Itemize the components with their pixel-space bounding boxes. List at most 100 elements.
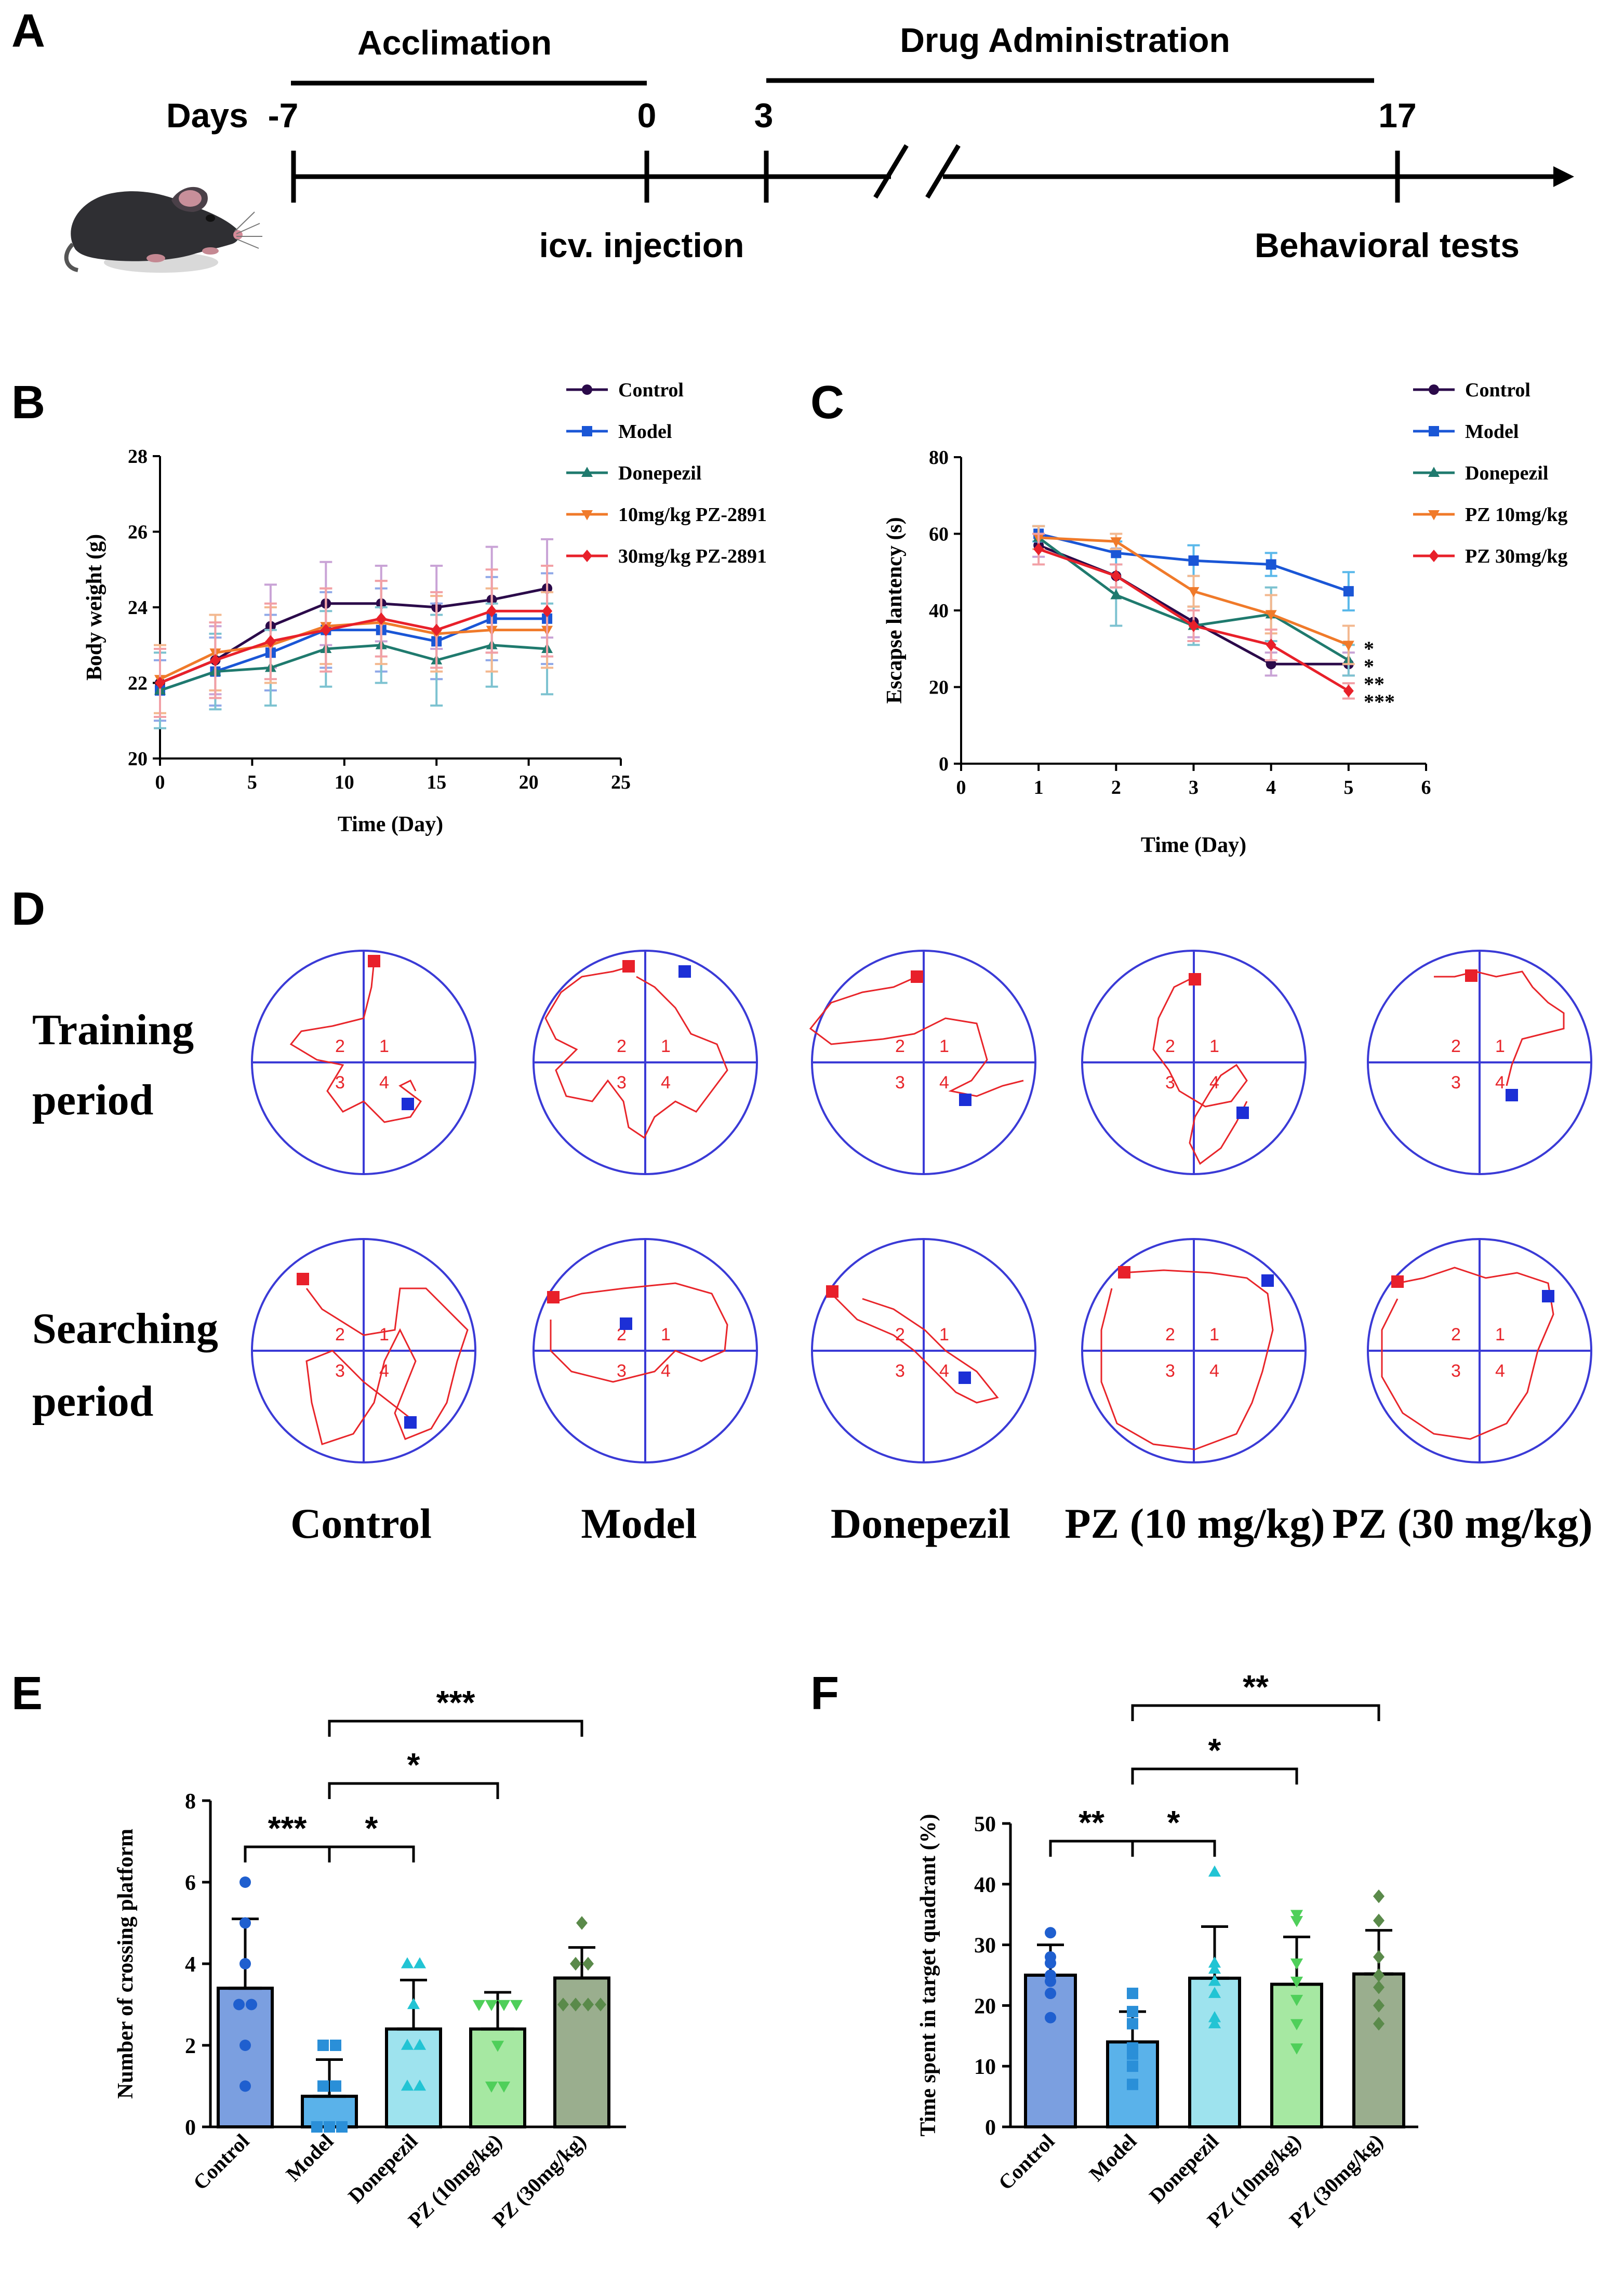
chart-e-crossing-platform: 0 2 4 6 8 Number of crossing platform Control M… — [114, 1684, 626, 2232]
start-marker — [1118, 1266, 1130, 1279]
panel-d-letter: D — [11, 883, 45, 935]
data-point — [1290, 2019, 1303, 2031]
start-marker — [1189, 973, 1201, 986]
data-point — [407, 1998, 420, 2009]
data-point — [233, 1999, 245, 2011]
acclimation-label: Acclimation — [357, 23, 552, 62]
quadrant-label: 3 — [895, 1361, 905, 1381]
y-axis-label: Number of crossing platform — [114, 1829, 138, 2099]
bar-group-1 — [301, 2040, 358, 2133]
data-point — [491, 2041, 504, 2052]
quadrant-label: 1 — [1495, 1036, 1505, 1056]
x-tick-label: 6 — [1421, 777, 1431, 798]
significance-bracket — [1131, 1767, 1298, 1785]
legend-label: Control — [1465, 379, 1530, 401]
data-point — [155, 676, 165, 689]
significance-bracket — [328, 1720, 583, 1737]
legend-label: PZ 30mg/kg — [1465, 545, 1567, 567]
panel-f: F 0 10 20 30 40 50 Time spent in target quadra… — [810, 1668, 1418, 2232]
bar-group-0 — [217, 1876, 274, 2129]
data-point — [1045, 1957, 1056, 1969]
data-point — [595, 1998, 606, 2012]
data-point — [1045, 2012, 1056, 2023]
category-label: Donepezil — [343, 2129, 422, 2208]
data-point — [1265, 610, 1277, 620]
data-point — [401, 1957, 414, 1968]
panel-c: C 0 20 40 60 80 0 1 2 3 4 5 6 Time (Day) Escapse lant… — [810, 377, 1567, 857]
quadrant-label: 4 — [939, 1073, 949, 1093]
data-point — [472, 2000, 486, 2012]
quadrant-label: 4 — [1495, 1073, 1505, 1093]
data-point — [1373, 1889, 1385, 1903]
data-point — [330, 2080, 341, 2092]
y-tick-label: 40 — [974, 1873, 996, 1897]
data-point — [336, 2121, 348, 2133]
x-tick-label: 5 — [247, 771, 257, 793]
quadrant-label: 3 — [1165, 1073, 1175, 1093]
platform-marker — [1542, 1290, 1554, 1302]
quadrant-label: 4 — [939, 1361, 949, 1381]
series-line — [159, 587, 548, 684]
data-point — [570, 1998, 581, 2012]
series-line — [159, 644, 548, 692]
y-tick-label: 20 — [929, 677, 949, 699]
data-point — [1208, 1962, 1221, 1974]
start-marker — [547, 1291, 560, 1303]
significance-mark: ** — [1243, 1668, 1269, 1706]
data-point — [1373, 1913, 1385, 1928]
legend-marker — [1428, 510, 1440, 521]
data-point — [1266, 638, 1276, 651]
platform-marker — [959, 1372, 971, 1384]
quadrant-label: 4 — [661, 1361, 671, 1381]
quadrant-label: 1 — [1209, 1325, 1219, 1344]
x-tick-label: 20 — [519, 771, 539, 793]
significance-mark: *** — [268, 1809, 307, 1847]
data-point — [330, 2040, 341, 2051]
panel-b-letter: B — [11, 377, 45, 429]
x-tick-label: 15 — [427, 771, 446, 793]
significance-mark: * — [1208, 1732, 1221, 1769]
data-point — [1290, 1916, 1303, 1927]
data-point — [1290, 1958, 1303, 1970]
quadrant-label: 4 — [379, 1073, 389, 1093]
significance-bracket — [1131, 1840, 1216, 1857]
x-axis-label: Time (Day) — [1141, 833, 1246, 857]
quadrant-label: 4 — [379, 1361, 389, 1381]
x-tick-label: 4 — [1266, 777, 1276, 798]
significance-bracket — [1131, 1704, 1380, 1721]
y-tick-label: 28 — [128, 446, 148, 468]
data-point — [1188, 619, 1199, 632]
significance-mark: * — [365, 1809, 378, 1847]
legend-label: Donepezil — [1465, 462, 1548, 484]
swim-track — [550, 1282, 728, 1383]
series-line — [159, 617, 548, 692]
training-label-line1: Training — [32, 1006, 194, 1054]
group-label-pz10: PZ (10 mg/kg) — [1064, 1500, 1325, 1547]
x-tick-label: 3 — [1189, 777, 1199, 798]
data-point — [1266, 659, 1276, 670]
data-point — [582, 1956, 594, 1971]
data-point — [239, 2080, 251, 2092]
data-point — [317, 2040, 329, 2051]
behavioral-tests-label: Behavioral tests — [1255, 226, 1520, 264]
data-point — [1208, 1987, 1221, 1998]
y-tick-label: 30 — [974, 1934, 996, 1958]
platform-marker — [404, 1416, 417, 1429]
panel-e-letter: E — [11, 1668, 43, 1720]
data-point — [1208, 2017, 1221, 2029]
day-tick-0: 0 — [637, 96, 657, 135]
quadrant-label: 1 — [939, 1036, 949, 1056]
training-maze-0: 1 2 3 4 — [251, 950, 476, 1175]
data-point — [570, 1956, 581, 1971]
data-point — [1110, 537, 1122, 548]
data-point — [1208, 1865, 1221, 1877]
timeline-arrow-icon — [1553, 166, 1574, 187]
data-point — [413, 2039, 427, 2050]
category-label: Control — [994, 2129, 1059, 2195]
data-point — [1208, 1975, 1221, 1986]
data-point — [497, 2000, 511, 2012]
quadrant-label: 3 — [617, 1361, 627, 1381]
data-point — [1127, 2048, 1138, 2060]
y-tick-label: 0 — [985, 2116, 996, 2140]
